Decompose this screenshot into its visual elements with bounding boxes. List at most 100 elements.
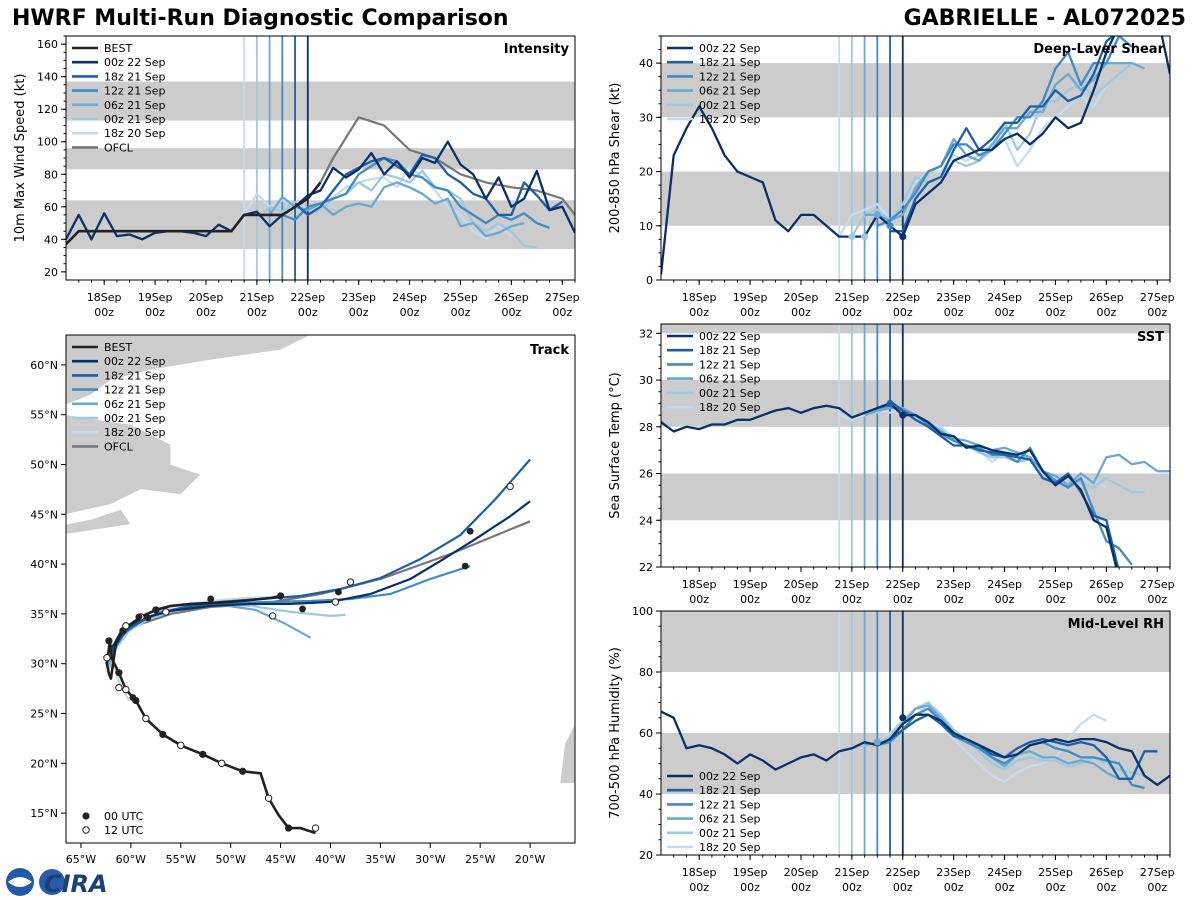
x-tick-label: 45°W — [265, 853, 295, 866]
y-tick-label: 45°N — [30, 508, 58, 521]
best-point-12utc — [142, 714, 150, 723]
marker-legend-label: 00 UTC — [104, 810, 144, 823]
x-tick-label-hour: 00z — [893, 881, 913, 894]
x-tick-label-date: 26Sep — [494, 291, 529, 304]
panel-track: 65°W 60°W 55°W 50°W 45°W 40°W 35°W 30°W 25°W 20°W… — [30, 334, 576, 866]
x-tick-label-hour: 00z — [247, 306, 267, 319]
best-point-12utc — [311, 824, 320, 832]
x-tick-label: 65°W — [66, 853, 96, 866]
y-tick-label: 22 — [639, 561, 653, 574]
track-point-00utc — [129, 694, 137, 701]
y-tick-label: 0 — [646, 274, 653, 287]
x-tick-label-hour: 00z — [1147, 593, 1167, 606]
run-track-1 — [108, 500, 531, 653]
best-point-12utc — [103, 654, 111, 662]
track-point-12utc — [162, 608, 170, 616]
plot-area — [661, 324, 1170, 567]
x-tick-label-date: 24Sep — [987, 866, 1022, 879]
threshold-band — [66, 200, 575, 250]
x-tick-label-hour: 00z — [944, 306, 964, 319]
series-line-1 — [66, 140, 575, 241]
x-tick-label-date: 25Sep — [443, 291, 478, 304]
x-tick-label-hour: 00z — [1147, 881, 1167, 894]
legend-label: 00z 22 Sep — [104, 355, 166, 368]
y-tick-label: 140 — [37, 71, 58, 84]
y-tick-label: 30°N — [30, 658, 58, 671]
panel-title: Track — [530, 343, 569, 358]
best-point-00utc — [152, 606, 160, 614]
y-tick-label: 28 — [639, 421, 653, 434]
x-tick-label-date: 20Sep — [189, 291, 224, 304]
legend-label: 18z 20 Sep — [104, 127, 166, 140]
series-line-1 — [661, 710, 1170, 787]
x-tick-label-hour: 00z — [552, 306, 572, 319]
x-tick-label-hour: 00z — [1096, 306, 1116, 319]
legend-label: BEST — [104, 341, 132, 354]
x-tick-label-date: 22Sep — [885, 866, 920, 879]
y-tick-label: 35°N — [30, 608, 58, 621]
legend-label: 12z 21 Sep — [104, 384, 166, 397]
legend-label: 00z 22 Sep — [699, 330, 761, 343]
legend-label: 18z 21 Sep — [104, 70, 166, 83]
series-line-6 — [838, 707, 1107, 783]
x-tick-label-date: 25Sep — [1038, 291, 1073, 304]
y-tick-label: 60 — [44, 201, 58, 214]
series-line-1 — [661, 402, 1118, 567]
plot-area — [661, 36, 1170, 280]
x-tick-label-hour: 00z — [349, 306, 369, 319]
legend-label: 12z 21 Sep — [104, 85, 166, 98]
y-tick-label: 100 — [37, 136, 58, 149]
best-point-00utc — [239, 767, 247, 775]
x-tick-label-hour: 00z — [740, 593, 760, 606]
x-tick-label-hour: 00z — [842, 881, 862, 894]
threshold-band — [66, 148, 575, 170]
main-title: HWRF Multi-Run Diagnostic Comparison — [12, 6, 509, 31]
x-tick-label-date: 22Sep — [885, 578, 920, 591]
noaa-bird-icon — [8, 877, 32, 887]
panel-title: Mid-Level RH — [1068, 617, 1164, 632]
y-tick-label: 20 — [639, 166, 653, 179]
land-shape — [66, 414, 202, 515]
x-tick-label-date: 18Sep — [682, 578, 717, 591]
y-tick-label: 120 — [37, 103, 58, 116]
x-tick-label-hour: 00z — [842, 306, 862, 319]
legend-label: 18z 21 Sep — [699, 56, 761, 69]
x-tick-label-hour: 00z — [94, 306, 114, 319]
panel-title: SST — [1137, 330, 1164, 345]
x-tick-label-date: 27Sep — [1140, 578, 1175, 591]
panel-sst: 22 24 26 28 30 32 18Sep 00z 19Sep 00z 20Sep 00z 21Se… — [608, 323, 1175, 606]
x-tick-label-date: 20Sep — [784, 578, 819, 591]
init-marker — [861, 233, 869, 241]
legend-label: 06z 21 Sep — [699, 85, 761, 98]
series-line-2 — [294, 153, 563, 217]
x-tick-label-date: 23Sep — [341, 291, 376, 304]
x-tick-label-date: 18Sep — [682, 291, 717, 304]
legend-label: 12z 21 Sep — [699, 358, 761, 371]
init-marker — [886, 222, 894, 230]
best-point-12utc — [122, 685, 130, 694]
x-tick-label-hour: 00z — [944, 881, 964, 894]
best-line — [66, 181, 322, 246]
track-point-12utc — [346, 578, 355, 586]
track-point-12utc — [506, 482, 514, 491]
legend-label: 00z 21 Sep — [104, 113, 166, 126]
cira-globe-icon — [39, 869, 65, 895]
x-tick-label-hour: 00z — [1046, 881, 1066, 894]
y-axis-label: 200-850 hPa Shear (kt) — [608, 83, 623, 234]
y-axis-label: Sea Surface Temp (°C) — [608, 372, 623, 519]
legend-label: 00z 21 Sep — [699, 387, 761, 400]
x-tick-label-date: 25Sep — [1038, 578, 1073, 591]
x-tick-label-date: 22Sep — [290, 291, 325, 304]
x-tick-label-date: 18Sep — [87, 291, 122, 304]
best-point-00utc — [199, 750, 207, 758]
x-tick-label-hour: 00z — [791, 881, 811, 894]
legend-label: 12z 21 Sep — [699, 798, 761, 811]
best-track — [105, 594, 316, 835]
init-marker — [899, 233, 907, 241]
legend-label: 18z 21 Sep — [104, 369, 166, 382]
track-point-12utc — [115, 683, 123, 692]
legend-label: 00z 22 Sep — [699, 770, 761, 783]
y-tick-label: 60 — [639, 727, 653, 740]
x-tick-label: 55°W — [166, 853, 196, 866]
